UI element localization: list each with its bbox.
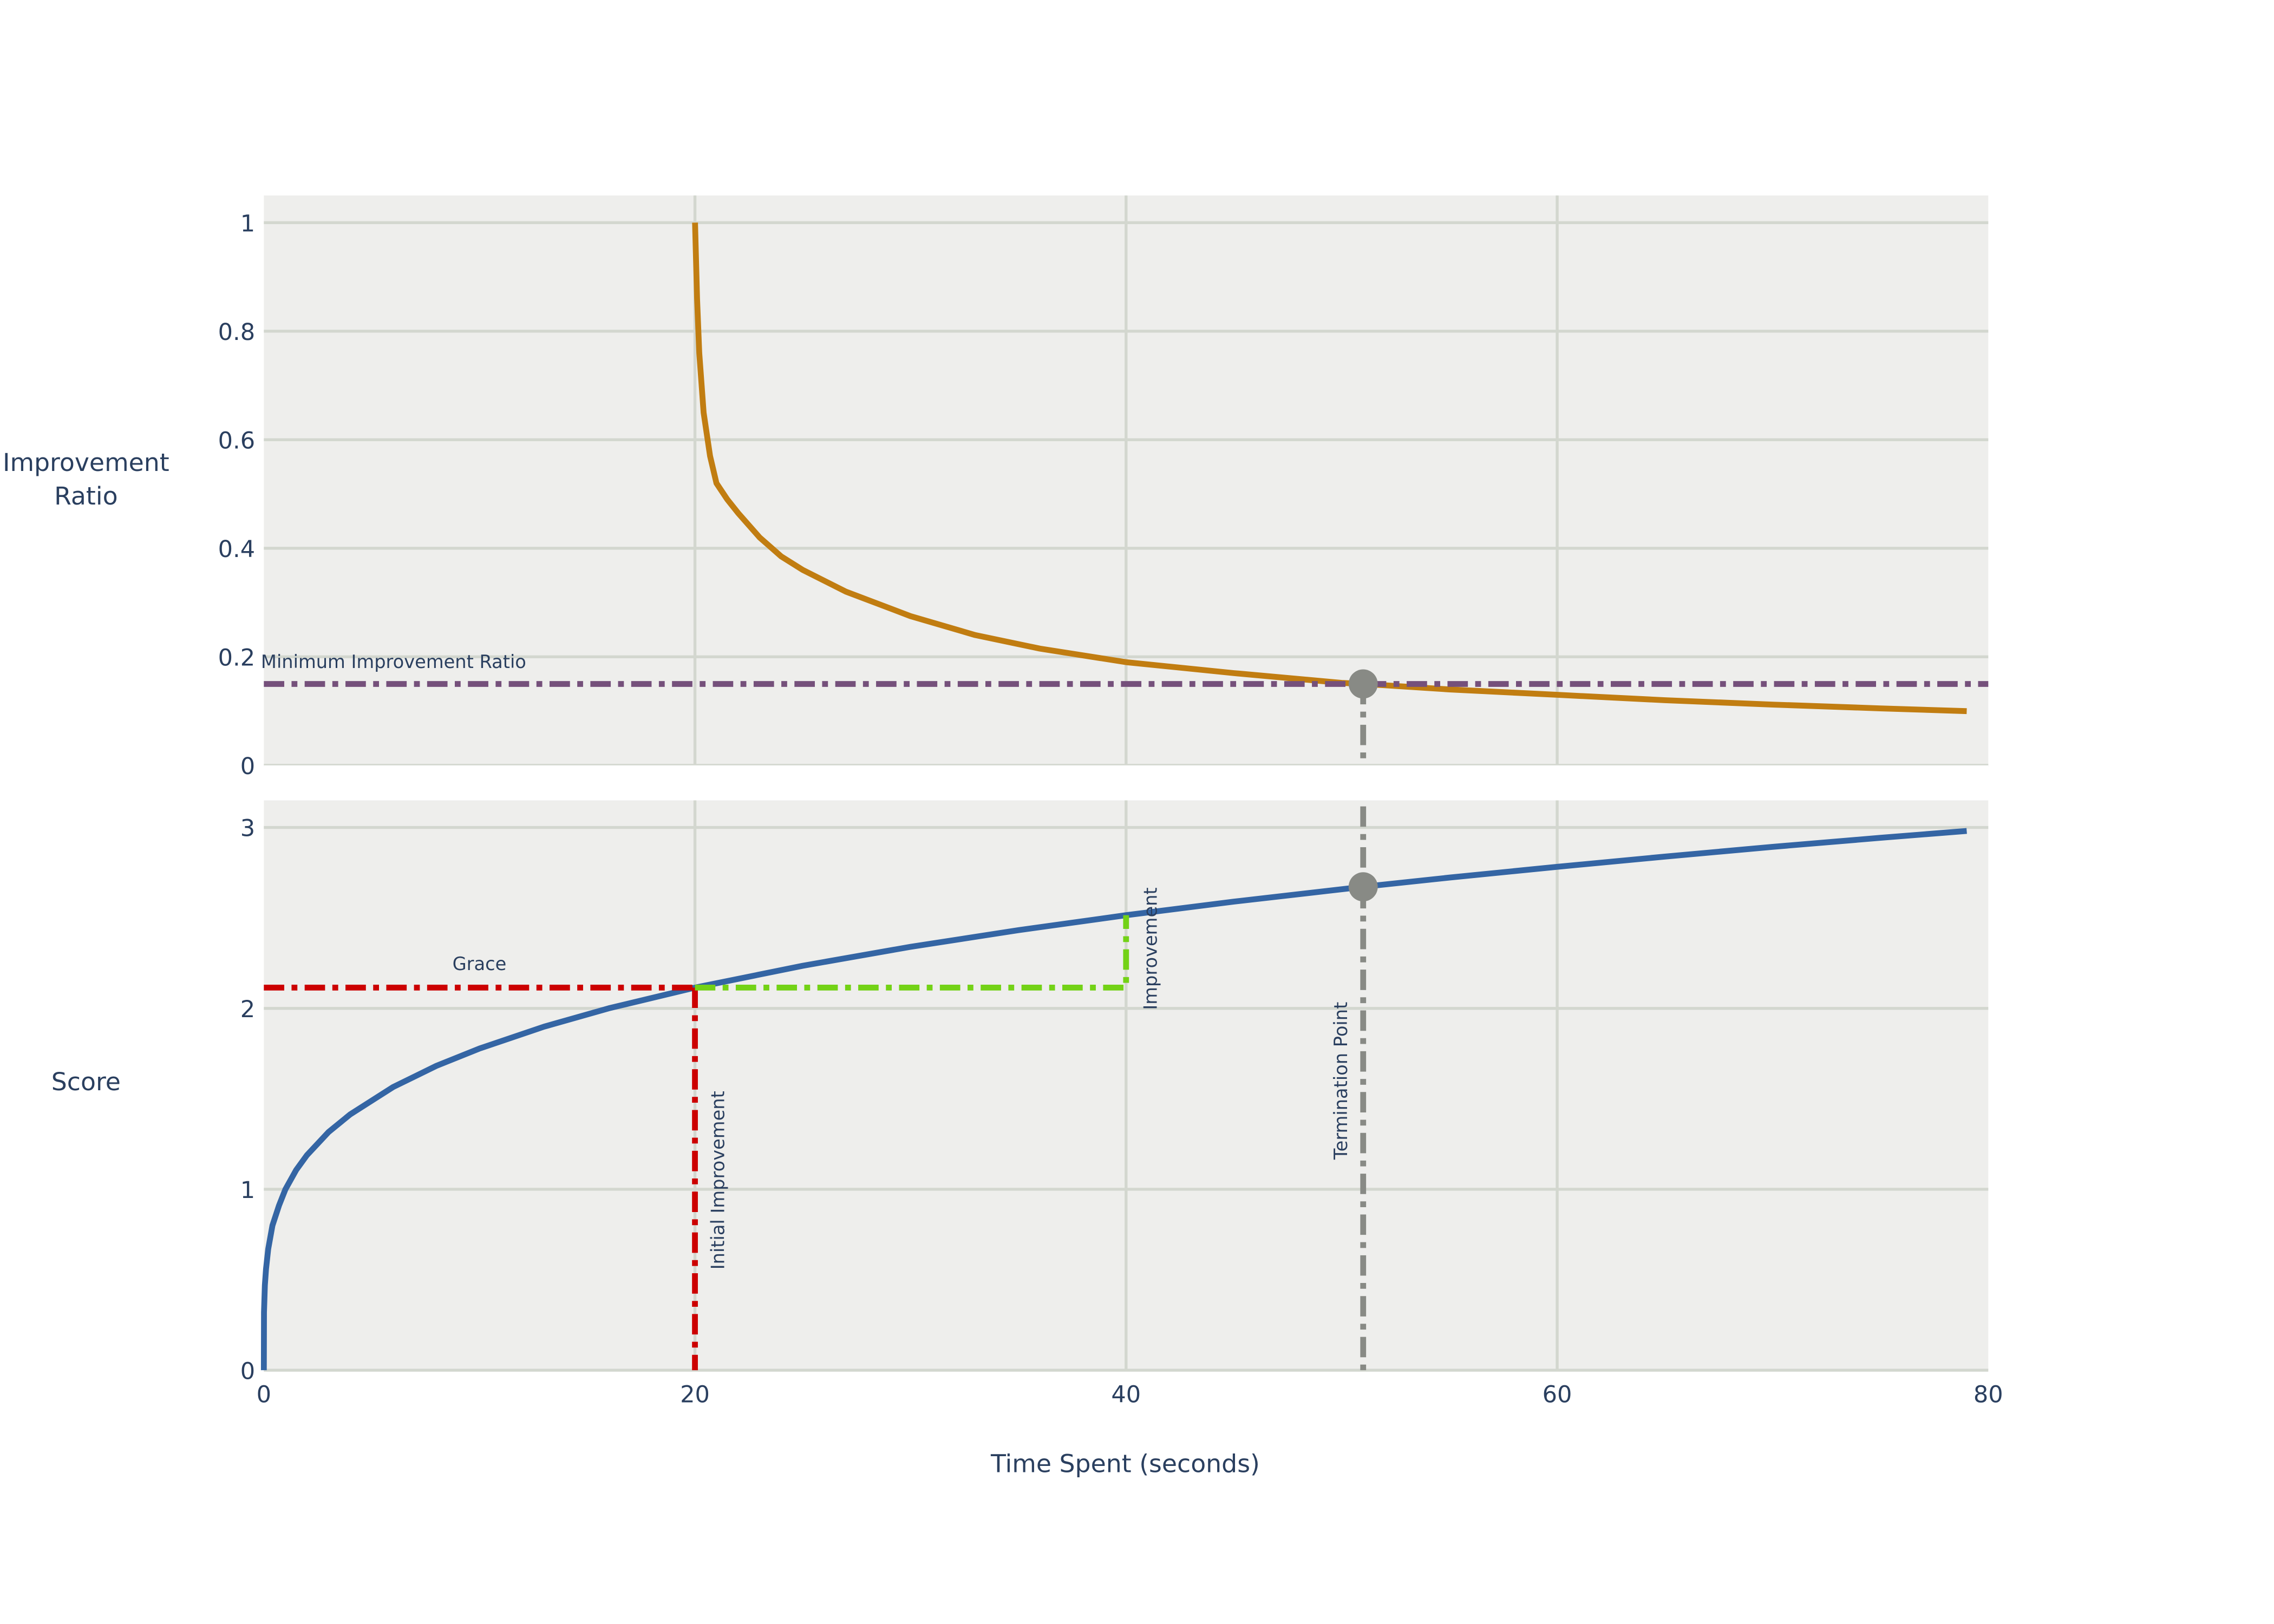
improvement-line [695,915,1129,991]
y-tick-label: 0 [240,753,255,780]
y-tick-label: 0.4 [218,536,255,563]
top-y-axis-label-line1: Improvement [3,448,169,477]
y-tick-label: 1 [240,1177,255,1204]
y-tick-label: 0 [240,1358,255,1385]
improvement-label: Improvement [1140,887,1161,1010]
y-tick-label: 2 [240,996,255,1023]
y-tick-label: 0.6 [218,427,255,454]
termination-marker-bottom [1348,872,1378,902]
termination-marker-top [1348,669,1378,699]
x-axis-title: Time Spent (seconds) [990,1450,1260,1478]
subplot-gap [264,765,1989,801]
score-line [260,828,1967,1371]
improvement-ratio-line [692,222,1967,715]
x-tick-label: 40 [1111,1381,1141,1408]
y-tick-label: 0.2 [218,644,255,671]
top-y-axis-label-line2: Ratio [54,482,117,510]
x-tick-label: 60 [1543,1381,1572,1408]
x-tick-label: 0 [257,1381,271,1408]
y-tick-label: 0.8 [218,319,255,346]
x-tick-label: 80 [1974,1381,2003,1408]
y-tick-label: 1 [240,210,255,237]
initial-improvement-label: Initial Improvement [707,1091,728,1269]
y-tick-label: 3 [240,815,255,842]
grace-label: Grace [453,953,507,974]
termination-point-label: Termination Point [1330,1002,1351,1160]
min-improvement-ratio-label: Minimum Improvement Ratio [261,651,526,672]
bottom-y-axis-label: Score [51,1068,121,1096]
x-tick-label: 20 [680,1381,710,1408]
